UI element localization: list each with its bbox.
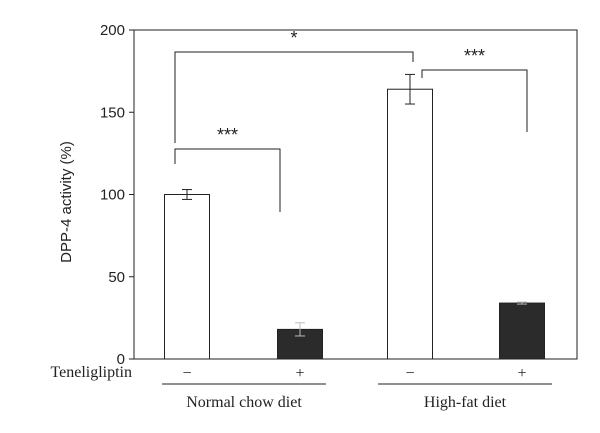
treatment-sign-2: − xyxy=(405,365,414,382)
bar-3 xyxy=(499,302,545,360)
significance-bracket-0 xyxy=(174,148,281,212)
treatment-sign-3: + xyxy=(517,365,526,382)
significance-bracket-1 xyxy=(174,51,414,143)
y-tick-label: 50 xyxy=(108,269,125,286)
x-axis-labels: − + − + Normal chow diet High-fat diet xyxy=(162,365,552,411)
bar-2 xyxy=(387,88,433,360)
group-label-1: High-fat diet xyxy=(424,394,507,411)
bar-0 xyxy=(164,194,210,360)
y-tick-label: 0 xyxy=(117,351,125,368)
y-tick-label: 200 xyxy=(100,22,125,39)
bars xyxy=(164,73,545,360)
significance-brackets: ******* xyxy=(174,28,528,212)
treatment-sign-0: − xyxy=(182,365,191,382)
significance-label-1: * xyxy=(290,28,297,48)
teneligliptin-row-label: Teneligliptin xyxy=(50,364,132,381)
significance-bracket-2 xyxy=(421,69,528,132)
y-axis-label: DPP-4 activity (%) xyxy=(58,141,75,263)
significance-label-2: *** xyxy=(464,46,485,66)
y-tick-label: 100 xyxy=(100,187,125,204)
group-label-0: Normal chow diet xyxy=(186,394,302,411)
significance-label-0: *** xyxy=(217,125,238,145)
y-tick-label: 150 xyxy=(100,104,125,121)
y-axis-ticks: 0 50 100 150 200 xyxy=(100,22,134,368)
treatment-sign-1: + xyxy=(295,365,304,382)
